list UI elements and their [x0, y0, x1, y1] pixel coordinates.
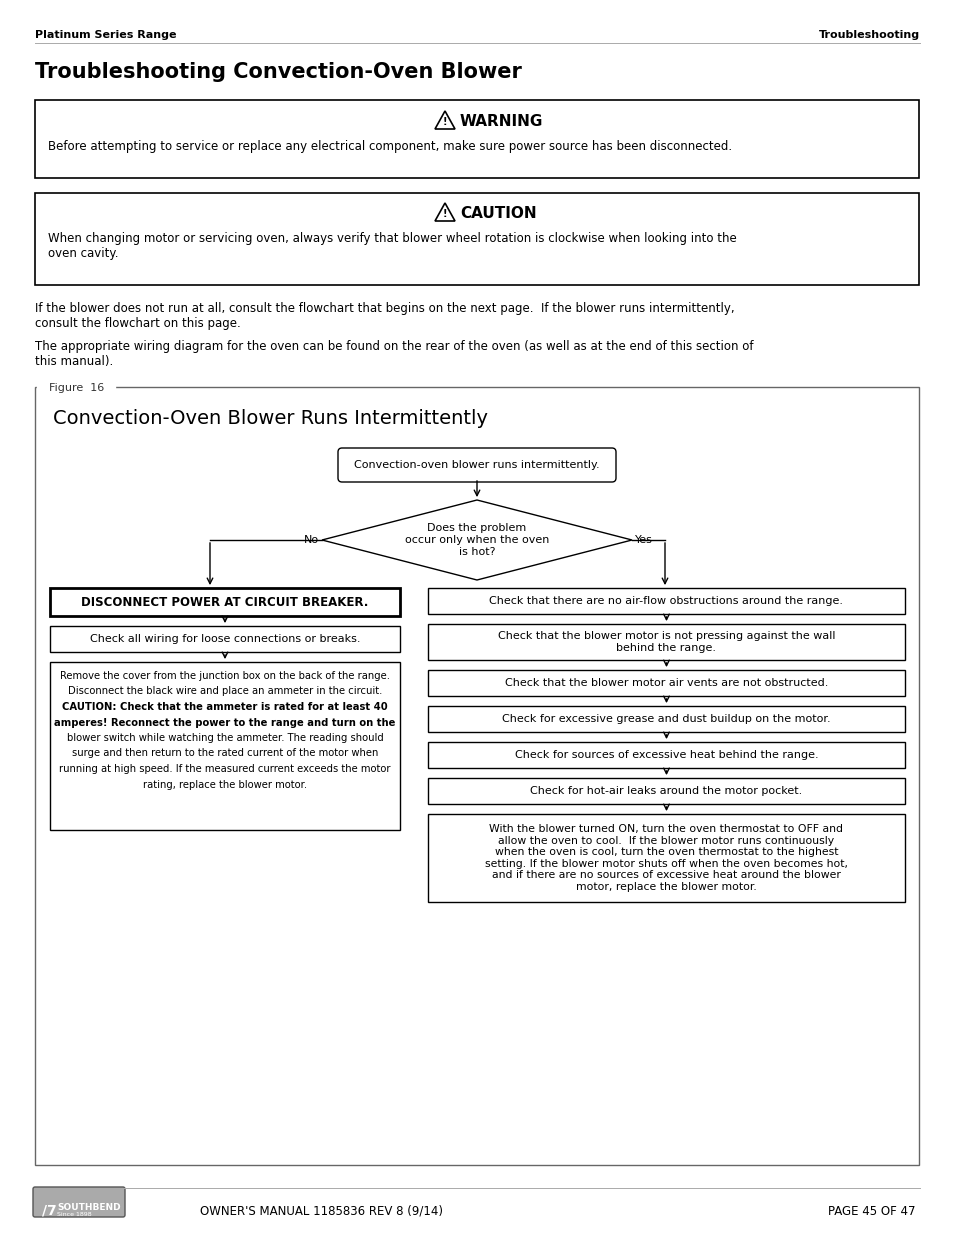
Text: Check that there are no air-flow obstructions around the range.: Check that there are no air-flow obstruc… [489, 597, 842, 606]
Text: blower switch while watching the ammeter. The reading should: blower switch while watching the ammeter… [67, 734, 383, 743]
Text: Check that the blower motor air vents are not obstructed.: Check that the blower motor air vents ar… [504, 678, 827, 688]
Text: No: No [304, 535, 318, 545]
Text: Does the problem
occur only when the oven
is hot?: Does the problem occur only when the ove… [404, 524, 549, 557]
Text: SOUTHBEND: SOUTHBEND [57, 1203, 120, 1212]
FancyBboxPatch shape [337, 448, 616, 482]
Text: Check all wiring for loose connections or breaks.: Check all wiring for loose connections o… [90, 634, 360, 643]
Text: /7: /7 [42, 1204, 56, 1218]
Text: If the blower does not run at all, consult the flowchart that begins on the next: If the blower does not run at all, consu… [35, 303, 734, 330]
Bar [428, 671, 904, 697]
Text: With the blower turned ON, turn the oven thermostat to OFF and
allow the oven to: With the blower turned ON, turn the oven… [484, 824, 847, 892]
Text: When changing motor or servicing oven, always verify that blower wheel rotation : When changing motor or servicing oven, a… [48, 232, 736, 261]
Text: Check for hot-air leaks around the motor pocket.: Check for hot-air leaks around the motor… [530, 785, 801, 797]
Text: Disconnect the black wire and place an ammeter in the circuit.: Disconnect the black wire and place an a… [68, 687, 382, 697]
Text: DISCONNECT POWER AT CIRCUIT BREAKER.: DISCONNECT POWER AT CIRCUIT BREAKER. [81, 595, 368, 609]
Text: OWNER'S MANUAL 1185836 REV 8 (9/14): OWNER'S MANUAL 1185836 REV 8 (9/14) [200, 1205, 442, 1218]
Text: Check for excessive grease and dust buildup on the motor.: Check for excessive grease and dust buil… [501, 714, 830, 724]
Polygon shape [322, 500, 631, 580]
Text: !: ! [442, 117, 447, 127]
FancyBboxPatch shape [33, 1187, 125, 1216]
Bar [428, 778, 904, 804]
Text: The appropriate wiring diagram for the oven can be found on the rear of the oven: The appropriate wiring diagram for the o… [35, 340, 753, 368]
Text: Convection-Oven Blower Runs Intermittently: Convection-Oven Blower Runs Intermittent… [53, 409, 488, 429]
Polygon shape [435, 111, 455, 128]
Text: !: ! [442, 209, 447, 219]
Bar [428, 706, 904, 732]
Text: Troubleshooting: Troubleshooting [818, 30, 919, 40]
Text: Yes: Yes [635, 535, 652, 545]
Bar [50, 626, 399, 652]
Bar [50, 662, 399, 830]
Text: CAUTION: CAUTION [459, 206, 536, 221]
Text: Check that the blower motor is not pressing against the wall
behind the range.: Check that the blower motor is not press… [497, 631, 835, 653]
Text: Before attempting to service or replace any electrical component, make sure powe: Before attempting to service or replace … [48, 140, 731, 153]
Text: amperes! Reconnect the power to the range and turn on the: amperes! Reconnect the power to the rang… [54, 718, 395, 727]
Bar [428, 742, 904, 768]
Text: Since 1898: Since 1898 [57, 1212, 91, 1216]
Bar [428, 624, 904, 659]
Text: Platinum Series Range: Platinum Series Range [35, 30, 176, 40]
Bar [50, 588, 399, 616]
Text: WARNING: WARNING [459, 114, 543, 128]
Bar [35, 193, 918, 285]
Text: Troubleshooting Convection-Oven Blower: Troubleshooting Convection-Oven Blower [35, 62, 521, 82]
Text: surge and then return to the rated current of the motor when: surge and then return to the rated curre… [71, 748, 377, 758]
Text: PAGE 45 OF 47: PAGE 45 OF 47 [827, 1205, 915, 1218]
Bar [428, 588, 904, 614]
Text: Remove the cover from the junction box on the back of the range.: Remove the cover from the junction box o… [60, 671, 390, 680]
Text: Convection-oven blower runs intermittently.: Convection-oven blower runs intermittent… [354, 459, 599, 471]
Bar [35, 100, 918, 178]
Text: Figure  16: Figure 16 [49, 383, 104, 393]
Bar [35, 387, 918, 1165]
Polygon shape [435, 203, 455, 221]
Text: rating, replace the blower motor.: rating, replace the blower motor. [143, 779, 307, 789]
Text: running at high speed. If the measured current exceeds the motor: running at high speed. If the measured c… [59, 764, 391, 774]
Text: Check for sources of excessive heat behind the range.: Check for sources of excessive heat behi… [515, 750, 818, 760]
Bar [428, 814, 904, 902]
Text: CAUTION: Check that the ammeter is rated for at least 40: CAUTION: Check that the ammeter is rated… [62, 701, 388, 713]
